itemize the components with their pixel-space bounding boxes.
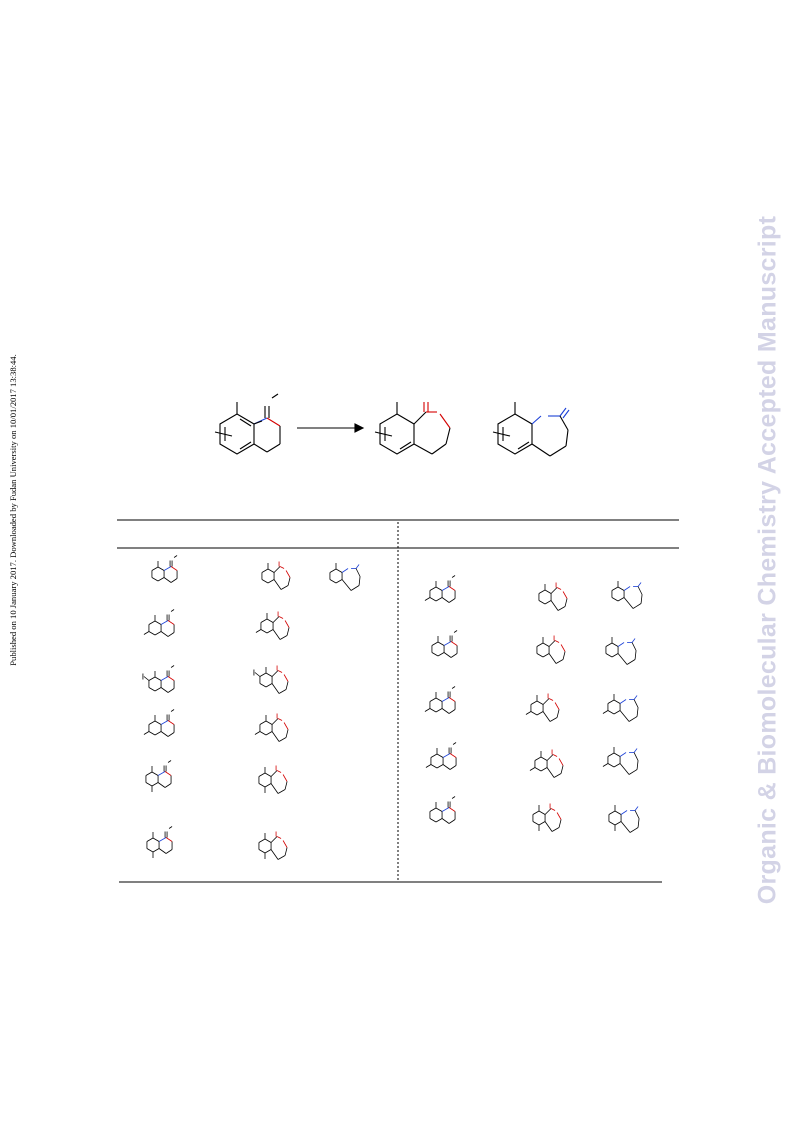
table-rules	[117, 519, 679, 883]
right-substrate-4	[425, 742, 457, 770]
right-substrate-3	[424, 686, 456, 714]
right-lactone-2	[536, 635, 566, 664]
right-lactone-1	[538, 582, 568, 611]
reaction-arrow	[297, 423, 365, 433]
left-lactone-1	[261, 561, 291, 590]
right-lactam-5	[608, 805, 640, 833]
right-substrate-2	[431, 630, 458, 658]
left-substrate-5	[145, 760, 172, 792]
left-substrate-3	[142, 665, 175, 693]
left-substrate-4	[143, 709, 175, 737]
left-lactone-6	[258, 831, 288, 860]
right-lactam-2	[605, 637, 637, 665]
left-lactone-3	[253, 665, 289, 694]
reaction-scheme	[214, 393, 570, 457]
left-substrate-2	[143, 609, 175, 637]
right-lactone-3	[525, 693, 560, 722]
product-lactam	[492, 402, 570, 457]
right-lactam-3	[602, 694, 639, 722]
starting-material	[214, 393, 281, 455]
left-lactone-2	[255, 611, 290, 640]
left-substrate-6	[146, 826, 173, 858]
right-lactone-5	[532, 803, 562, 832]
right-lactam-1	[611, 581, 643, 609]
right-substrate-1	[424, 575, 456, 603]
left-substrate-1	[151, 555, 178, 583]
right-lactam-4	[602, 747, 639, 775]
right-substrate-5	[429, 796, 456, 824]
left-lactone-5	[258, 765, 288, 794]
right-lactone-4	[529, 749, 564, 778]
product-lactone	[374, 402, 451, 455]
table-structures	[142, 555, 643, 860]
left-lactam-1	[329, 563, 361, 591]
left-lactone-4	[254, 713, 289, 742]
